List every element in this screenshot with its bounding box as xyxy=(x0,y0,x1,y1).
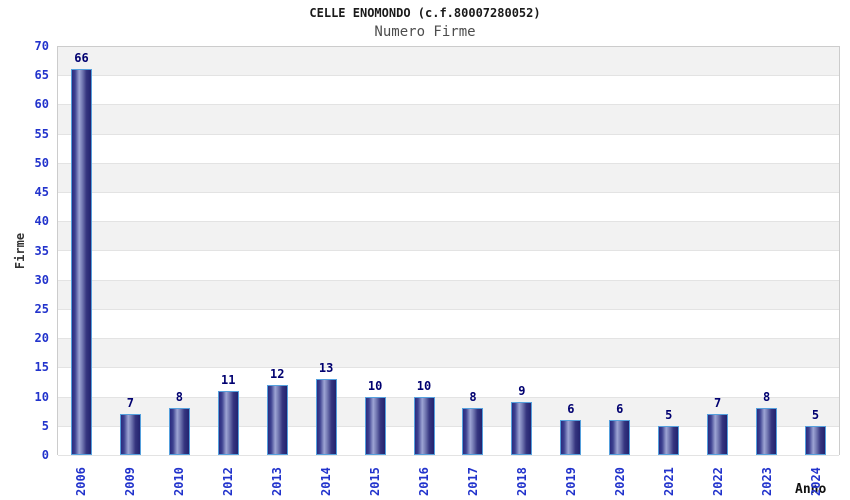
grid-band xyxy=(58,222,839,252)
grid-band xyxy=(58,280,839,310)
x-tick-label: 2015 xyxy=(368,467,383,496)
bar-value-label: 8 xyxy=(469,390,477,405)
bar-2010 xyxy=(168,408,190,455)
bar-value-label: 6 xyxy=(567,401,575,416)
x-tick-label: 2006 xyxy=(74,467,89,496)
bar-value-label: 13 xyxy=(318,361,334,376)
bar-2012 xyxy=(217,390,239,455)
bar-2019 xyxy=(560,419,582,455)
bar-2017 xyxy=(462,408,484,455)
y-tick-label: 65 xyxy=(34,68,49,83)
y-tick-label: 40 xyxy=(34,214,49,229)
bar-value-label: 12 xyxy=(269,366,285,381)
bar-value-label: 10 xyxy=(367,378,383,393)
y-tick-label: 10 xyxy=(34,389,49,404)
y-tick-label: 5 xyxy=(41,418,49,433)
bar-2018 xyxy=(511,402,533,455)
bar-2023 xyxy=(756,408,778,455)
bar-value-label: 8 xyxy=(762,390,771,405)
y-tick-label: 45 xyxy=(34,185,49,200)
bar-2021 xyxy=(658,425,680,455)
grid-band xyxy=(58,134,839,164)
grid-band xyxy=(58,251,839,281)
x-tick-label: 2010 xyxy=(172,467,187,496)
grid-band xyxy=(58,339,839,369)
x-tick-label: 2009 xyxy=(123,467,138,496)
bar-2024 xyxy=(805,425,827,455)
y-tick-label: 35 xyxy=(34,243,49,258)
y-tick-label: 60 xyxy=(34,97,49,112)
x-tick-label: 2013 xyxy=(270,467,285,496)
grid-band xyxy=(58,76,839,106)
bar-value-label: 7 xyxy=(714,396,722,411)
y-tick-label: 15 xyxy=(34,360,49,375)
y-tick-label: 55 xyxy=(34,126,49,141)
bar-2006 xyxy=(70,69,92,455)
x-tick-label: 2022 xyxy=(710,467,725,496)
plot-area xyxy=(57,46,840,456)
x-tick-label: 2018 xyxy=(514,467,529,496)
bar-2015 xyxy=(364,396,386,455)
x-tick-label: 2017 xyxy=(465,467,480,496)
bar-2014 xyxy=(315,379,337,455)
x-tick-label: 2016 xyxy=(417,467,432,496)
x-tick-label: 2012 xyxy=(221,467,236,496)
grid-band xyxy=(58,105,839,135)
bar-value-label: 6 xyxy=(616,401,624,416)
bar-2022 xyxy=(707,414,729,455)
chart-title: CELLE ENOMONDO (c.f.80007280052) xyxy=(309,6,541,20)
y-tick-label: 25 xyxy=(34,301,49,316)
grid-band xyxy=(58,193,839,223)
x-tick-label: 2023 xyxy=(759,467,774,496)
bar-value-label: 66 xyxy=(74,51,89,66)
bar-2013 xyxy=(266,384,288,455)
y-tick-label: 0 xyxy=(41,448,49,462)
grid-band xyxy=(58,309,839,340)
bar-2020 xyxy=(609,419,631,455)
y-tick-label: 30 xyxy=(34,272,49,287)
x-tick-label: 2020 xyxy=(612,467,627,496)
grid-band xyxy=(58,163,839,194)
x-tick-label: 2014 xyxy=(319,467,334,496)
x-tick-label: 2019 xyxy=(563,467,578,496)
bar-value-label: 5 xyxy=(665,407,673,422)
bar-value-label: 10 xyxy=(416,378,432,393)
x-tick-label: 2021 xyxy=(661,467,676,496)
grid-band xyxy=(58,368,839,398)
chart-subtitle: Numero Firme xyxy=(374,24,476,40)
grid-band xyxy=(58,47,839,77)
bar-2009 xyxy=(119,414,141,455)
bar-2016 xyxy=(413,396,435,455)
bar-value-label: 11 xyxy=(221,372,236,387)
bar-value-label: 5 xyxy=(811,407,820,422)
y-tick-label: 50 xyxy=(34,155,49,170)
bar-value-label: 7 xyxy=(126,396,135,411)
x-axis-label: Anno xyxy=(795,482,827,497)
bar-value-label: 8 xyxy=(175,390,183,405)
x-tick-label: 2024 xyxy=(808,467,823,496)
bar-value-label: 9 xyxy=(518,384,526,399)
y-tick-label: 70 xyxy=(34,39,49,53)
y-tick-label: 20 xyxy=(34,331,49,346)
